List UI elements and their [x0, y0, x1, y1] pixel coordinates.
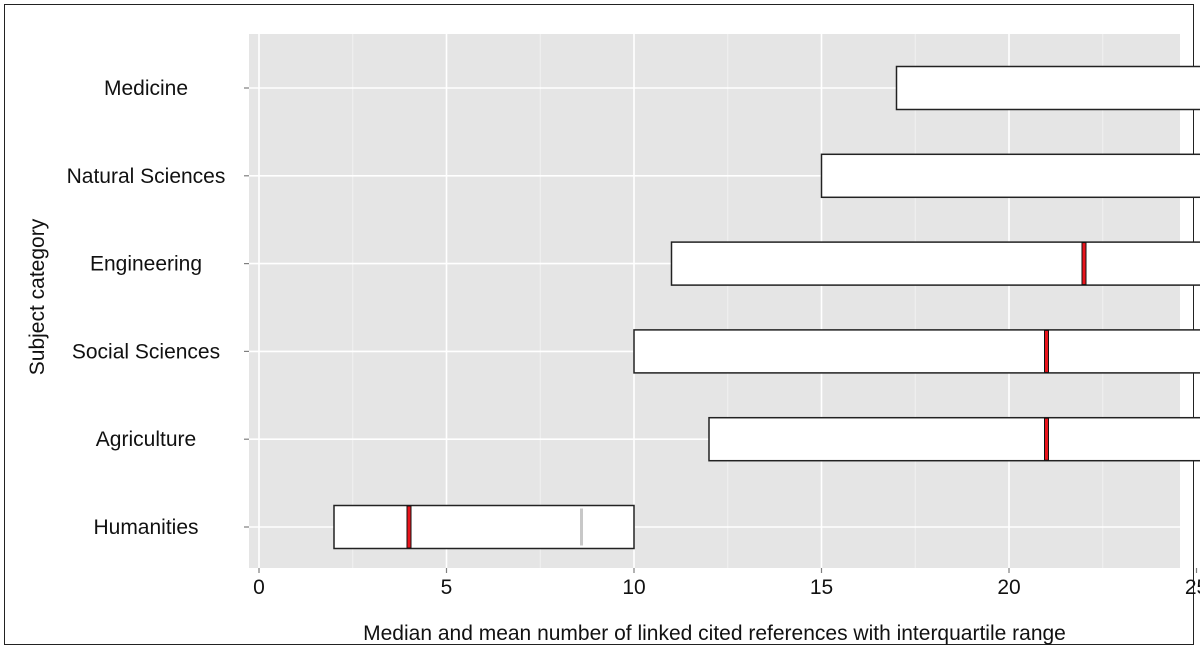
iqr-box [820, 153, 1200, 199]
box-humanities [333, 504, 635, 550]
y-tick-label: Engineering [90, 253, 202, 276]
x-tick-label: 5 [441, 576, 453, 599]
y-axis-title: Subject category [26, 218, 49, 375]
x-axis-title: Median and mean number of linked cited r… [363, 622, 1066, 645]
iqr-box [333, 504, 635, 550]
iqr-box [670, 241, 1200, 286]
iqr-box [708, 416, 1200, 462]
box-natural-sciences [820, 153, 1200, 199]
box-engineering [670, 241, 1200, 286]
y-tick-label: Medicine [104, 77, 188, 100]
y-tick-label: Natural Sciences [67, 165, 226, 188]
plot-panel [249, 34, 1180, 568]
iqr-box [633, 329, 1200, 374]
boxes [333, 65, 1200, 550]
box-social-sciences [633, 329, 1200, 374]
x-axis-labels: 051015202530354045 [253, 576, 1200, 599]
iqr-box [895, 65, 1200, 111]
x-tick-label: 0 [253, 576, 265, 599]
y-tick-label: Humanities [93, 516, 198, 539]
y-tick-label: Social Sciences [72, 340, 220, 363]
x-tick-label: 20 [997, 576, 1020, 599]
box-medicine [895, 65, 1200, 111]
y-tick-label: Agriculture [96, 428, 196, 451]
y-axis-labels: Medicine Natural Sciences Engineering Socia… [67, 77, 226, 539]
x-tick-label: 15 [810, 576, 833, 599]
box-agriculture [708, 416, 1200, 462]
x-tick-label: 25 [1185, 576, 1200, 599]
x-tick-label: 10 [622, 576, 645, 599]
axis-ticks [244, 87, 1198, 573]
